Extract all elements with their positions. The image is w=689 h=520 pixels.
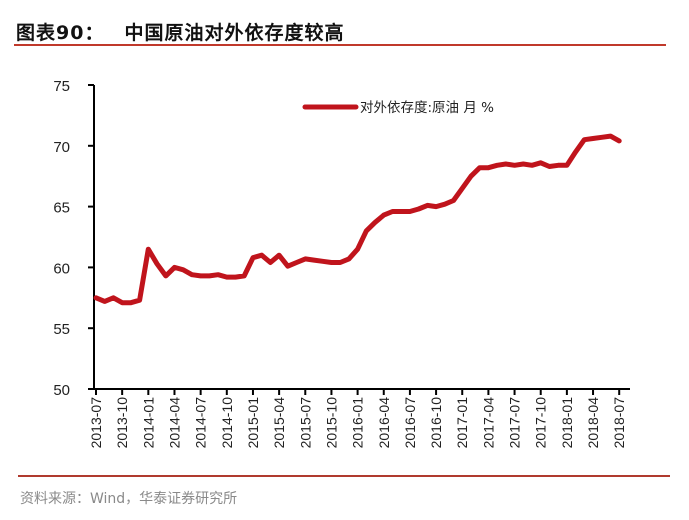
y-tick-label: 50 [53,382,70,399]
series-line-crude-oil-dependence [93,133,622,306]
y-tick-label: 55 [53,321,70,338]
x-tick-label: 2016-04 [376,397,392,449]
x-tick-label: 2016-01 [350,397,366,449]
footer-divider [18,475,670,477]
x-tick-label: 2018-01 [559,397,575,449]
legend-label: 对外依存度:原油 月 % [360,100,494,116]
x-tick-label: 2014-07 [193,397,209,449]
y-tick-label: 75 [53,78,70,95]
y-axis: 50 55 60 65 70 75 [53,78,95,399]
figure-number: 图表90： [16,22,105,44]
x-tick-label: 2014-04 [166,397,182,449]
x-tick-label: 2017-01 [454,397,470,449]
x-tick-label: 2016-10 [428,397,444,449]
x-tick-label: 2017-07 [507,397,523,449]
title-divider [14,44,666,46]
x-tick-label: 2016-07 [402,397,418,449]
y-tick-label: 65 [53,200,70,217]
legend: 对外依存度:原油 月 % [302,100,494,116]
source-note: 资料来源：Wind，华泰证券研究所 [20,491,238,507]
x-tick-label: 2015-04 [271,397,287,449]
x-tick-label: 2018-07 [611,397,627,449]
figure-title: 中国原油对外依存度较高 [124,22,345,44]
x-tick-label: 2017-04 [480,397,496,449]
x-tick-label: 2013-07 [88,397,104,449]
y-tick-label: 70 [53,139,70,156]
x-tick-label: 2015-10 [323,397,339,449]
x-tick-label: 2015-07 [297,397,313,449]
x-tick-label: 2014-01 [140,397,156,449]
chart-title: 图表90： 中国原油对外依存度较高 [16,18,344,45]
x-tick-label: 2013-10 [114,397,130,449]
x-tick-label: 2015-01 [245,397,261,449]
x-axis: 2013-07 2013-10 2014-01 2014-04 2014-07 2014-… [88,388,630,449]
y-tick-label: 60 [53,260,70,277]
x-tick-label: 2014-10 [219,397,235,449]
x-tick-label: 2017-10 [533,397,549,449]
x-tick-label: 2018-04 [585,397,601,449]
